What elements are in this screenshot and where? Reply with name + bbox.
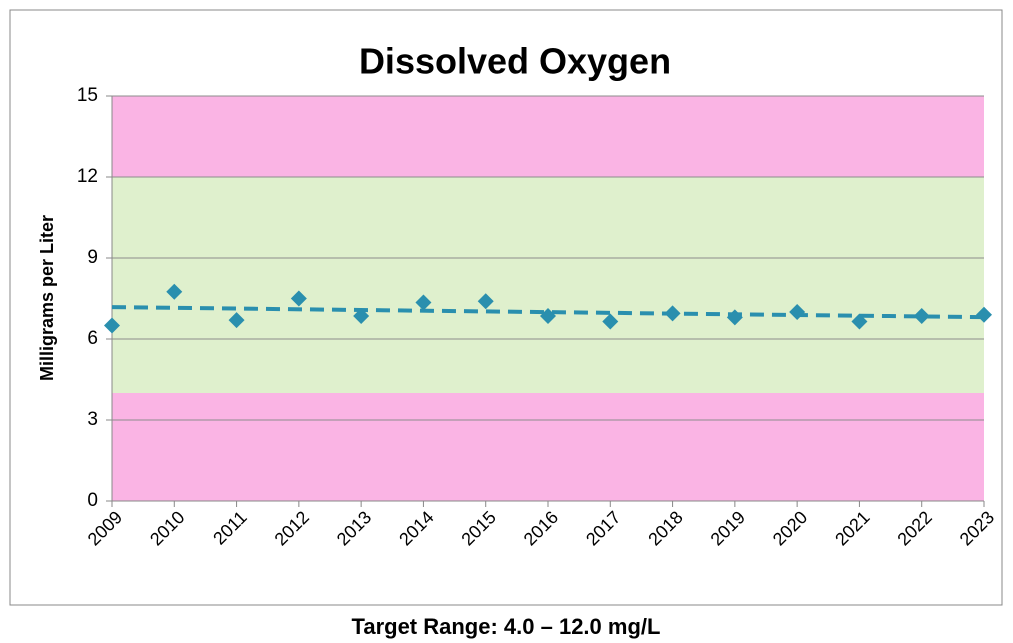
target-band	[112, 177, 984, 393]
data-point	[353, 308, 370, 325]
y-tick-label: 9	[87, 247, 98, 268]
data-point	[913, 308, 930, 325]
data-point	[415, 294, 432, 311]
chart-title: Dissolved Oxygen	[359, 41, 671, 82]
y-tick-label: 6	[87, 328, 98, 349]
target-band	[112, 393, 984, 501]
data-point	[540, 308, 556, 325]
y-tick-label: 0	[87, 490, 98, 511]
caption: Target Range: 4.0 – 12.0 mg/L	[352, 614, 661, 639]
trend-line	[111, 305, 985, 320]
data-point	[290, 290, 307, 307]
data-point	[228, 312, 245, 329]
data-point	[789, 304, 806, 320]
y-tick-label: 3	[87, 409, 98, 430]
data-point	[166, 283, 183, 300]
y-axis-label: Milligrams per Liter	[37, 215, 57, 381]
y-tick-label: 12	[77, 166, 98, 187]
data-point	[726, 309, 743, 326]
data-point	[602, 313, 619, 330]
data-point	[104, 317, 120, 334]
data-point	[851, 313, 868, 330]
target-band	[112, 96, 984, 177]
data-point	[976, 306, 992, 323]
data-point	[477, 293, 494, 310]
data-point	[664, 305, 681, 322]
y-tick-label: 15	[77, 85, 98, 106]
